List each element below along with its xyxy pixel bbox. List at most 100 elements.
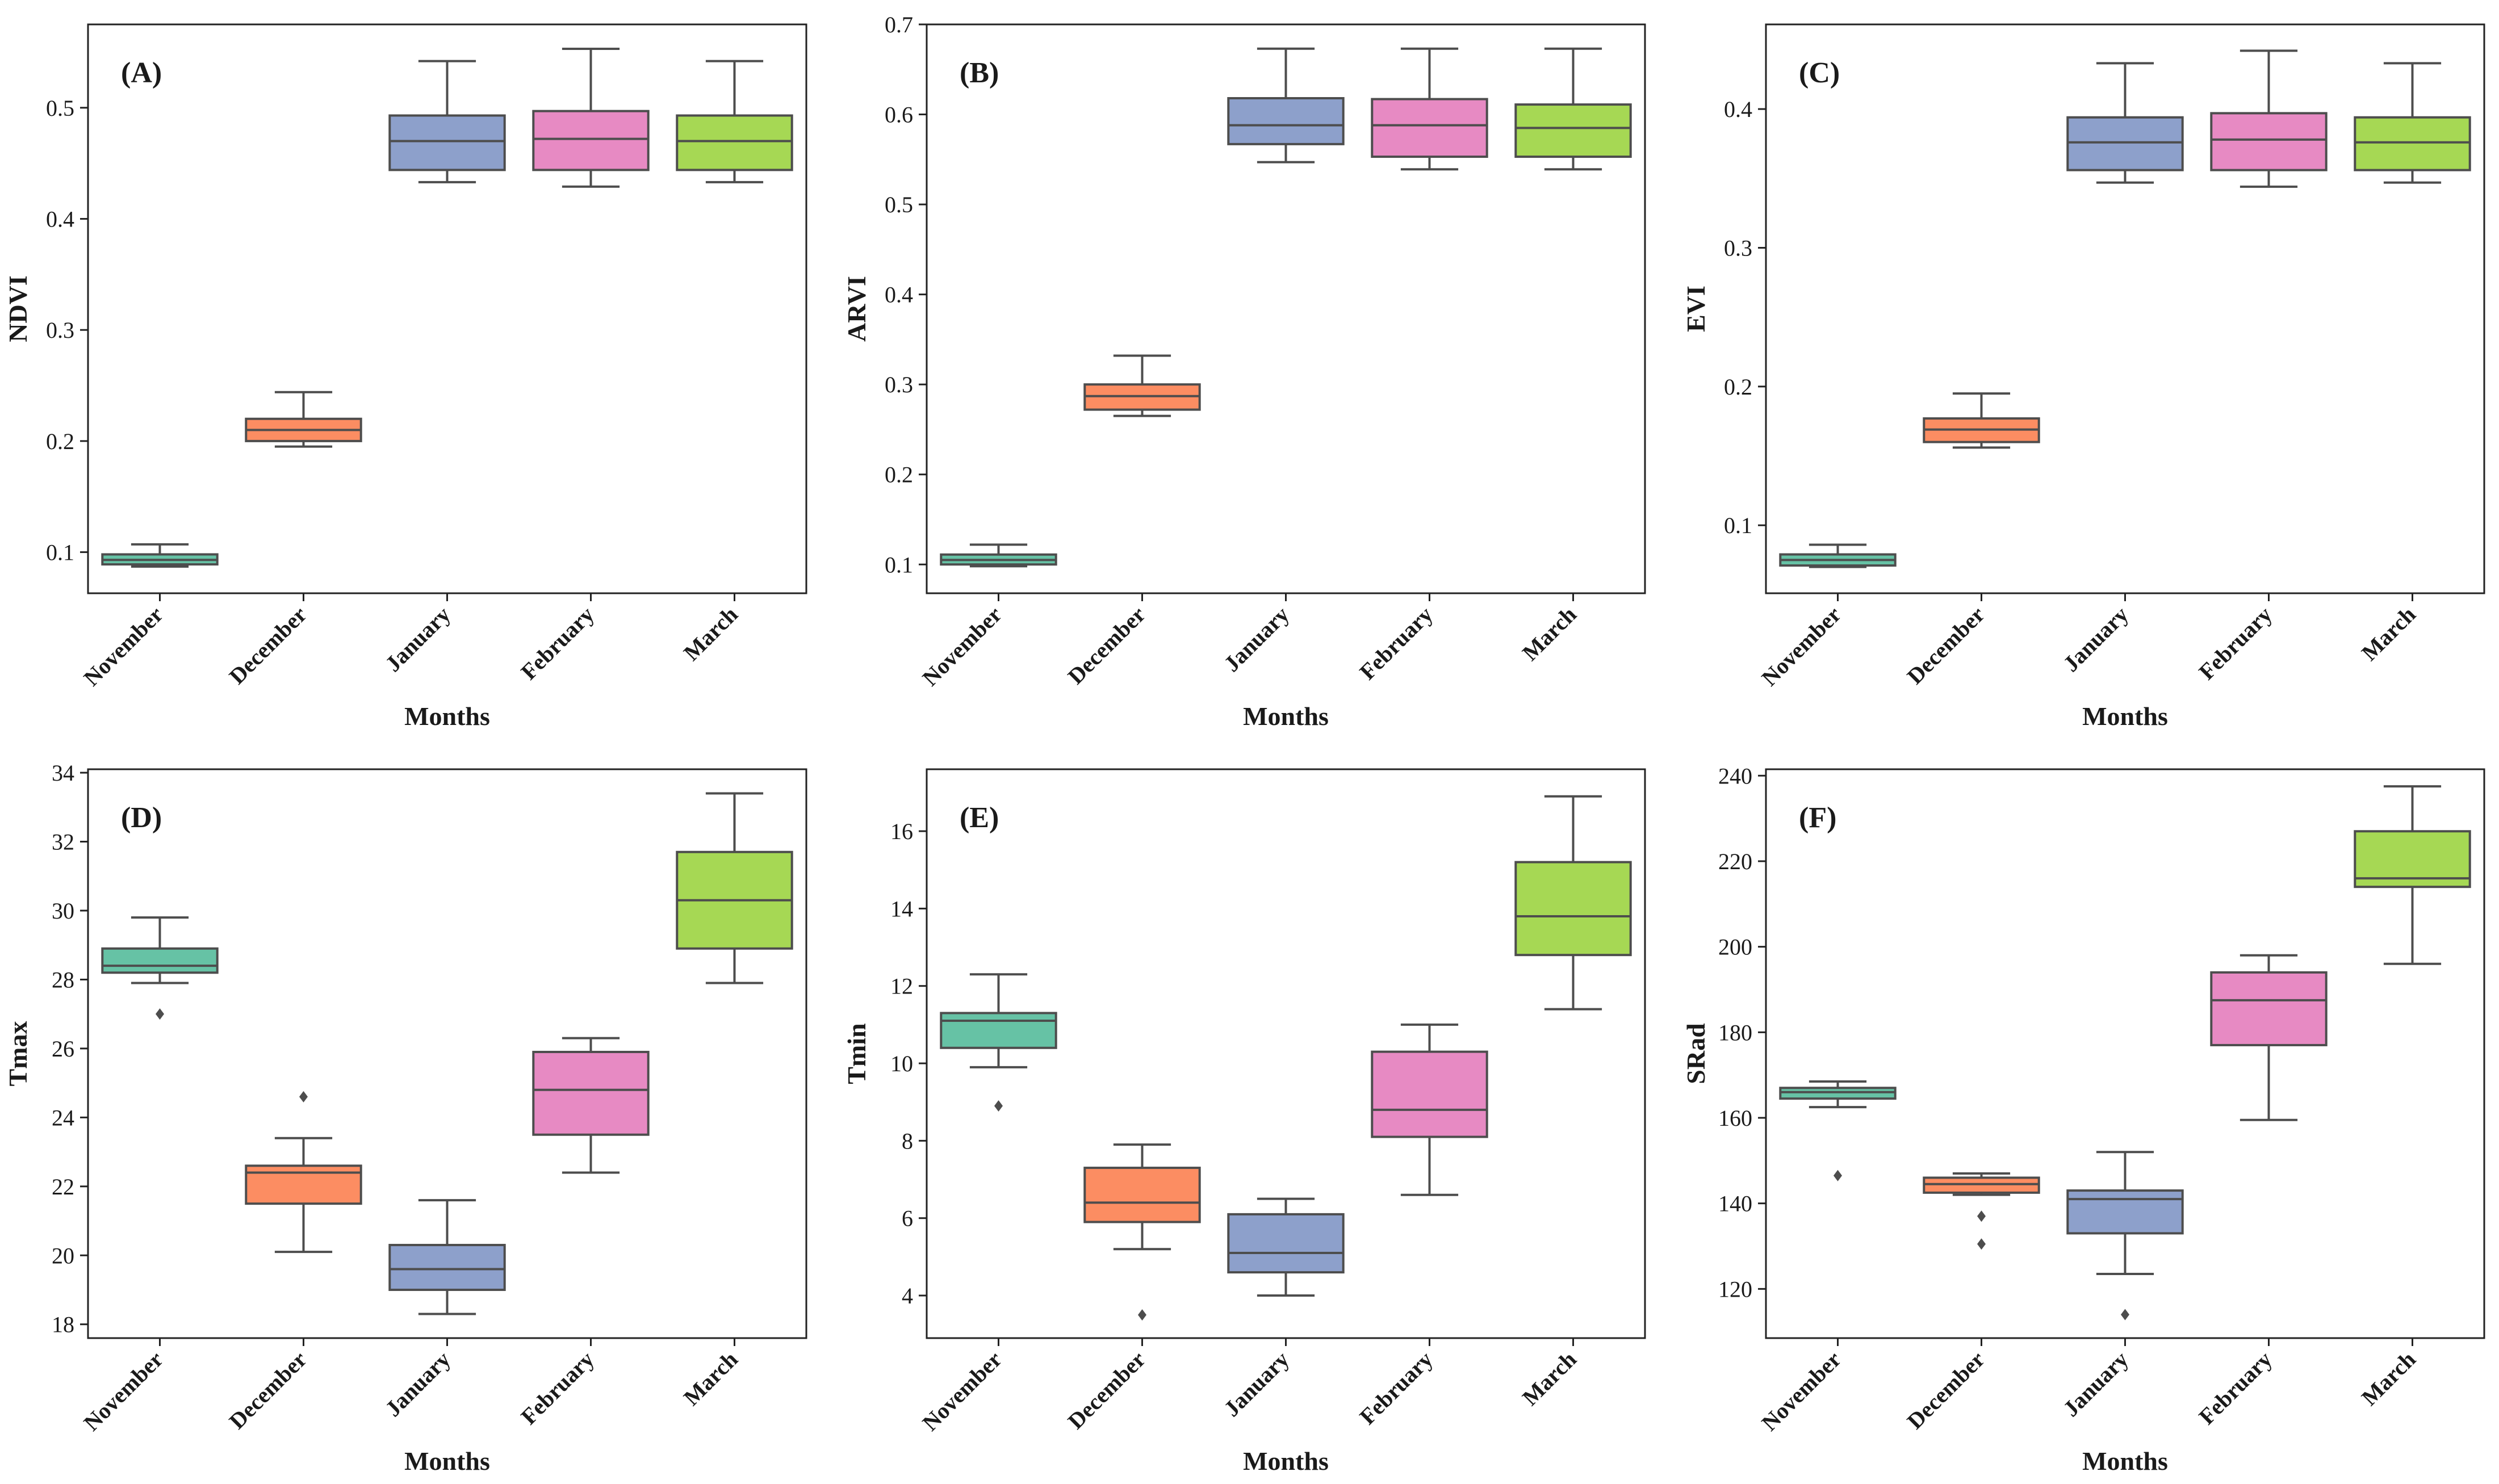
y-tick-label: 0.7 [885,12,913,37]
outlier-point [299,1091,308,1102]
box-february [532,1037,650,1174]
y-tick-label: 120 [1718,1276,1752,1302]
x-tick-label: December [1063,602,1150,689]
x-axis-label: Months [1243,1447,1329,1475]
outlier-point [1138,1309,1146,1321]
outlier-point [2121,1309,2129,1320]
y-tick-label: 22 [52,1174,74,1200]
x-tick-label: December [224,602,312,689]
x-tick-label: December [1063,1347,1150,1434]
box-january [2066,1151,2184,1320]
y-tick-label: 8 [902,1128,913,1154]
box-iqr [940,1012,1057,1049]
outlier-point [156,1008,164,1020]
box-iqr [1371,1050,1488,1138]
box-iqr [388,1244,506,1291]
panel-label: (D) [121,802,162,834]
y-tick-label: 14 [890,896,913,921]
x-tick-label: December [1902,602,1990,689]
box-november [1779,1080,1897,1181]
box-march [2354,62,2471,184]
y-tick-label: 220 [1718,849,1752,874]
box-iqr [1514,103,1632,158]
y-tick-label: 0.6 [885,102,913,128]
y-tick-label: 6 [902,1206,913,1231]
outlier-point [1977,1238,1986,1250]
y-tick-label: 0.3 [46,317,74,343]
x-axis-label: Months [404,1447,490,1475]
x-axis-label: Months [2082,1447,2168,1475]
box-march [676,792,793,984]
outlier-point [1834,1169,1842,1181]
box-iqr [532,1050,650,1136]
y-axis-label: NDVI [3,275,32,342]
x-tick-label: January [1219,1347,1294,1422]
panel-label: (F) [1799,802,1836,834]
y-tick-label: 180 [1718,1020,1752,1045]
x-tick-label: January [2058,1347,2133,1422]
box-iqr [101,947,219,974]
box-january [1227,47,1345,164]
box-iqr [2210,971,2328,1046]
box-iqr [532,110,650,171]
y-tick-label: 34 [52,760,74,786]
box-december [245,1091,362,1254]
panel-b: 0.1 0.2 0.3 0.4 0.5 0.6 0.7 November December Jan… [842,12,1646,731]
y-tick-label: 0.2 [46,429,74,454]
x-tick-label: February [2194,602,2277,685]
box-january [2066,62,2184,184]
y-tick-label: 12 [890,974,913,999]
box-iqr [1371,98,1488,158]
y-tick-label: 240 [1718,763,1752,789]
box-iqr [388,114,506,171]
y-tick-label: 20 [52,1243,74,1268]
box-iqr [676,114,793,171]
panel-label: (E) [960,802,999,834]
box-iqr [1083,1167,1201,1223]
x-tick-label: February [516,602,599,685]
box-iqr [2066,116,2184,171]
y-tick-label: 18 [52,1312,74,1338]
box-iqr [2354,116,2471,171]
box-march [1514,795,1632,1011]
y-tick-label: 0.1 [46,540,74,565]
box-december [1923,1172,2040,1250]
x-tick-label: November [78,1347,168,1436]
box-december [1083,1143,1201,1321]
box-iqr [2210,112,2328,171]
x-tick-label: December [224,1347,312,1434]
y-tick-label: 0.4 [1724,97,1752,122]
x-tick-label: November [78,602,168,691]
x-tick-label: March [679,1347,743,1411]
x-tick-label: January [380,602,455,677]
panel-d: 18 20 22 24 26 28 30 32 34 November December Januar… [3,760,807,1475]
panel-c: 0.1 0.2 0.3 0.4 November December January Febru… [1681,23,2485,731]
y-tick-label: 4 [902,1283,913,1309]
panel-label: (B) [960,57,999,89]
x-tick-label: February [2194,1347,2277,1430]
box-march [1514,47,1632,171]
x-tick-label: March [2356,1347,2421,1411]
box-iqr [1227,97,1345,145]
y-tick-label: 10 [890,1051,913,1076]
x-tick-label: January [2058,602,2133,677]
box-iqr [1227,1213,1345,1274]
box-iqr [2066,1189,2184,1235]
y-tick-label: 28 [52,967,74,992]
y-tick-label: 16 [890,819,913,844]
x-tick-label: March [1517,1347,1581,1411]
x-tick-label: November [1756,602,1845,691]
box-november [940,973,1057,1112]
panel-a: 0.1 0.2 0.3 0.4 0.5 November December January Fe… [3,23,807,731]
box-march [2354,785,2471,965]
box-january [1227,1197,1345,1297]
panel-f: 120 140 160 180 200 220 240 November December Jan… [1681,763,2485,1475]
y-axis-label: SRad [1681,1023,1710,1084]
x-tick-label: January [1219,602,1294,677]
x-tick-label: February [1354,602,1438,685]
y-tick-label: 0.3 [885,372,913,397]
box-january [388,1199,506,1315]
box-january [388,60,506,183]
y-axis-label: Tmax [3,1021,32,1087]
